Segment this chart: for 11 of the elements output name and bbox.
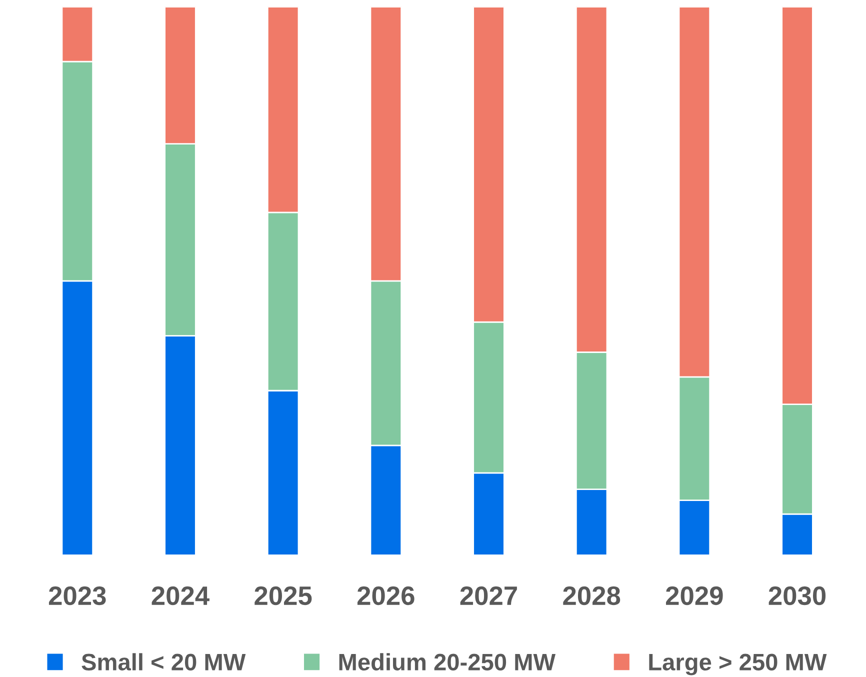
x-tick-label: 2023	[48, 586, 106, 606]
x-tick-label: 2025	[254, 586, 312, 606]
x-tick-label: 2026	[357, 586, 414, 606]
legend-label: Medium 20-250 MW	[339, 653, 556, 671]
x-tick-label: 2024	[152, 586, 210, 606]
x-tick-label: 2030	[768, 586, 826, 606]
legend-label: Large > 250 MW	[649, 654, 827, 676]
x-tick-label: 2028	[563, 586, 620, 606]
legend-label: Small < 20 MW	[82, 653, 246, 671]
x-tick-label: 2029	[666, 586, 723, 606]
x-tick-label: 2027	[460, 586, 517, 606]
